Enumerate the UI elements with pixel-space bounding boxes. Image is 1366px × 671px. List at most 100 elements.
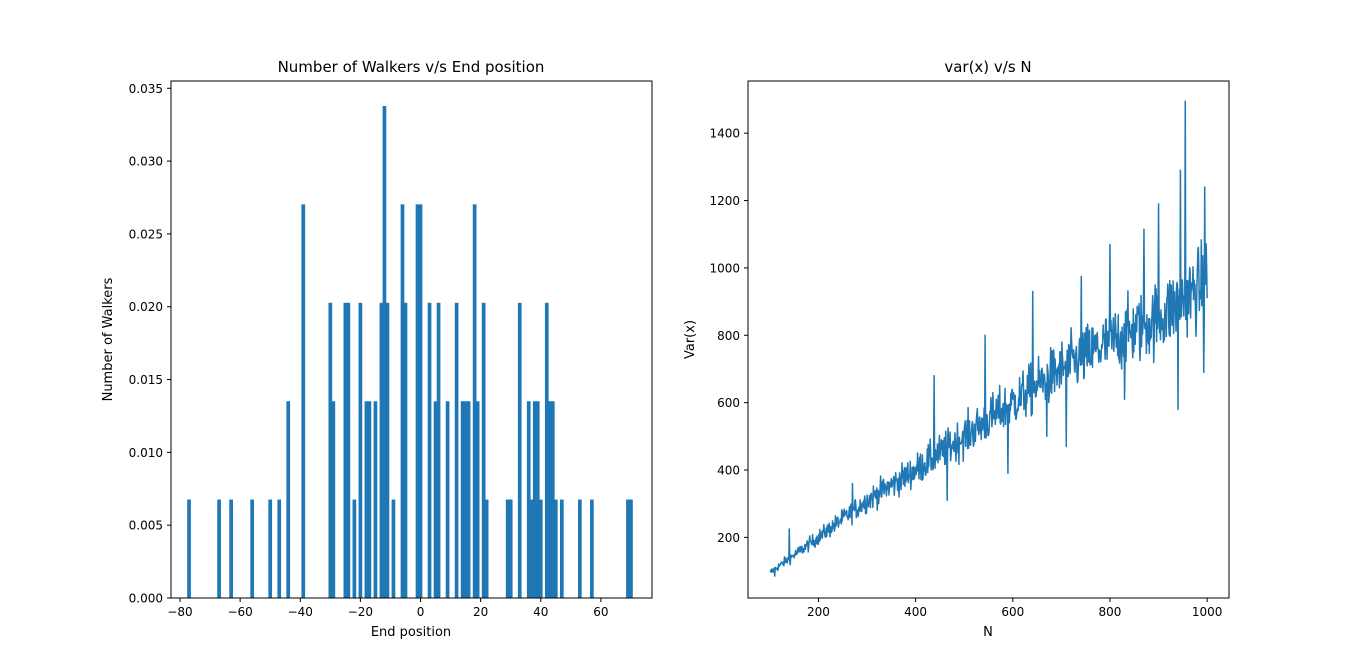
x-tick-label: −20 <box>348 605 373 619</box>
histogram-bar <box>578 499 582 598</box>
histogram-bar <box>268 499 273 598</box>
histogram-bar <box>508 499 513 598</box>
x-tick-label: 40 <box>533 605 548 619</box>
y-tick-label: 0.005 <box>129 519 163 533</box>
histogram-bar <box>286 401 291 598</box>
histogram-bar <box>550 401 555 598</box>
histogram-y-ticks: 0.000 0.005 0.010 0.015 0.020 0.025 0.030 0.035 <box>129 82 171 606</box>
y-tick-label: 1000 <box>709 261 740 275</box>
histogram-bar <box>436 302 441 598</box>
variance-x-ticks: 200 400 600 800 1000 <box>807 598 1222 619</box>
histogram-bar <box>418 204 423 598</box>
histogram-bar <box>277 499 282 598</box>
histogram-bars <box>187 106 633 599</box>
histogram-bar <box>382 106 387 599</box>
x-tick-label: −60 <box>227 605 252 619</box>
histogram-bar <box>364 401 369 598</box>
histogram-bar <box>301 204 306 598</box>
histogram-bar <box>217 499 221 598</box>
y-tick-label: 1200 <box>709 194 740 208</box>
y-tick-label: 0.015 <box>129 373 163 387</box>
x-tick-label: 20 <box>473 605 488 619</box>
x-tick-label: 0 <box>417 605 425 619</box>
histogram-bar <box>352 499 357 598</box>
histogram-bar <box>629 499 633 598</box>
histogram-x-label: End position <box>371 625 451 640</box>
histogram-bar <box>415 204 420 598</box>
histogram-bar <box>538 499 543 598</box>
y-tick-label: 0.025 <box>129 227 163 241</box>
histogram-bar <box>460 401 465 598</box>
histogram-bar <box>505 499 510 598</box>
y-tick-label: 0.030 <box>129 155 163 169</box>
histogram-bar <box>385 302 390 598</box>
histogram-bar <box>466 401 471 598</box>
x-tick-label: 200 <box>807 605 830 619</box>
y-tick-label: 0.010 <box>129 446 163 460</box>
y-tick-label: 200 <box>717 531 740 545</box>
x-tick-label: −80 <box>167 605 192 619</box>
histogram-bar <box>590 499 594 598</box>
histogram-title: Number of Walkers v/s End position <box>278 58 545 76</box>
histogram-bar <box>403 302 408 598</box>
histogram-bar <box>250 499 255 598</box>
histogram-bar <box>626 499 630 598</box>
y-tick-label: 400 <box>717 464 740 478</box>
histogram-chart: Number of Walkers v/s End position −80 −6… <box>101 58 653 640</box>
histogram-bar <box>454 302 459 598</box>
x-tick-label: 1000 <box>1192 605 1223 619</box>
histogram-x-ticks: −80 −60 −40 −20 0 20 40 60 <box>167 598 609 619</box>
variance-frame <box>747 80 1230 599</box>
histogram-bar <box>187 499 191 598</box>
histogram-bar <box>391 499 396 598</box>
histogram-bar <box>481 302 486 598</box>
histogram-bar <box>553 499 558 598</box>
histogram-bar <box>544 302 549 598</box>
histogram-bar <box>535 401 540 598</box>
variance-y-ticks: 200 400 600 800 1000 1200 1400 <box>709 127 748 545</box>
variance-series-line <box>769 100 1208 577</box>
histogram-bar <box>547 401 552 598</box>
histogram-bar <box>529 499 534 598</box>
variance-x-label: N <box>983 625 993 640</box>
histogram-bar <box>463 401 468 598</box>
histogram-frame <box>170 80 653 599</box>
histogram-bar <box>472 204 477 598</box>
histogram-bar <box>400 204 405 598</box>
x-tick-label: −40 <box>288 605 313 619</box>
y-tick-label: 800 <box>717 329 740 343</box>
variance-chart: var(x) v/s N 200 400 600 800 1000 200 400 600 8… <box>683 58 1230 640</box>
variance-y-label: Var(x) <box>683 320 698 359</box>
y-tick-label: 600 <box>717 396 740 410</box>
y-tick-label: 0.035 <box>129 82 163 96</box>
histogram-bar <box>229 499 233 598</box>
histogram-bar <box>343 302 348 598</box>
histogram-bar <box>346 302 351 598</box>
x-tick-label: 600 <box>1001 605 1024 619</box>
histogram-bar <box>379 302 384 598</box>
histogram-bar <box>331 401 336 598</box>
x-tick-label: 800 <box>1099 605 1122 619</box>
histogram-bar <box>475 401 480 598</box>
x-tick-label: 400 <box>904 605 927 619</box>
y-tick-label: 0.000 <box>129 592 163 606</box>
histogram-bar <box>445 401 450 598</box>
y-tick-label: 0.020 <box>129 300 163 314</box>
y-tick-label: 1400 <box>709 127 740 141</box>
histogram-bar <box>328 302 333 598</box>
histogram-bar <box>433 401 438 598</box>
histogram-bar <box>427 302 432 598</box>
histogram-y-label: Number of Walkers <box>101 277 116 401</box>
histogram-bar <box>358 302 363 598</box>
histogram-bar <box>559 499 564 598</box>
histogram-bar <box>373 401 378 598</box>
histogram-bar <box>517 302 522 598</box>
histogram-bar <box>367 401 372 598</box>
x-tick-label: 60 <box>593 605 608 619</box>
histogram-bar <box>526 401 531 598</box>
histogram-bar <box>484 499 489 598</box>
variance-title: var(x) v/s N <box>944 58 1031 76</box>
histogram-bar <box>532 401 537 598</box>
